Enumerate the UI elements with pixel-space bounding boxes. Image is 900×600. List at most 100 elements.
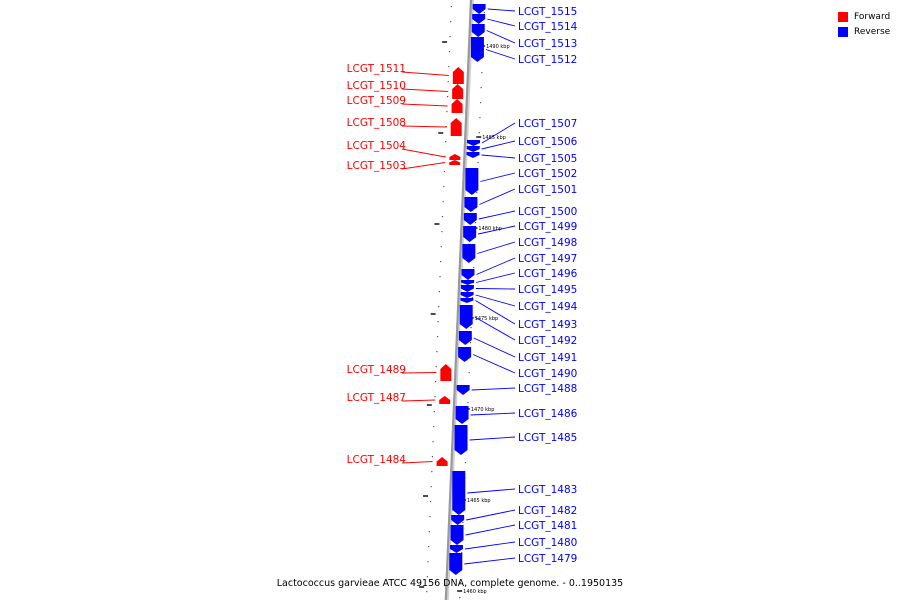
gene-leader-line	[476, 257, 516, 275]
minor-tick	[442, 201, 444, 203]
minor-tick	[462, 522, 464, 524]
gene-label: LCGT_1488	[518, 383, 577, 395]
gene-label: LCGT_1507	[518, 118, 577, 130]
gene-leader-line	[479, 188, 516, 205]
gene-leader-line	[469, 436, 516, 441]
minor-tick	[432, 441, 434, 443]
reverse-gene-arrow	[449, 553, 463, 575]
reverse-gene-arrow	[458, 331, 472, 345]
gene-label: LCGT_1493	[518, 319, 577, 331]
gene-label: LCGT_1511	[347, 63, 406, 75]
gene-leader-line	[478, 225, 516, 235]
gene-leader-line	[475, 294, 516, 307]
forward-gene-arrow	[450, 118, 462, 136]
reverse-gene-arrow	[462, 244, 476, 263]
gene-leader-line	[401, 148, 446, 158]
minor-tick	[436, 351, 438, 353]
minor-tick	[478, 132, 480, 134]
scale-label: 1470 kbp	[471, 407, 495, 413]
legend-label-reverse: Reverse	[854, 26, 891, 37]
gene-leader-line	[485, 49, 516, 60]
gene-label: LCGT_1485	[518, 432, 577, 444]
minor-tick	[479, 117, 481, 119]
legend-item-forward[interactable]: Forward	[838, 9, 900, 24]
minor-tick	[437, 321, 439, 323]
gene-leader-line	[481, 154, 516, 159]
legend-label-forward: Forward	[854, 11, 891, 22]
scale-label: 1490 kbp	[486, 44, 510, 50]
scale-label: 1475 kbp	[475, 316, 499, 322]
minor-tick	[473, 267, 475, 269]
forward-swatch	[838, 11, 848, 22]
minor-tick	[459, 597, 461, 599]
minor-tick	[436, 336, 439, 338]
minor-tick	[480, 87, 482, 89]
gene-label: LCGT_1499	[518, 221, 577, 233]
minor-tick	[438, 306, 440, 308]
gene-label: LCGT_1504	[347, 140, 407, 152]
gene-label: LCGT_1496	[518, 268, 578, 280]
minor-tick	[427, 561, 429, 563]
gene-leader-line	[475, 288, 516, 290]
gene-leader-line	[401, 162, 446, 170]
minor-tick	[467, 402, 469, 404]
reverse-gene-arrow	[450, 525, 464, 545]
minor-tick	[440, 261, 442, 263]
minor-tick	[459, 582, 462, 584]
minor-tick	[450, 6, 452, 8]
gene-label: LCGT_1509	[347, 95, 406, 107]
backbone-line	[444, 0, 473, 600]
reverse-gene-arrow	[459, 305, 473, 329]
forward-gene-arrow	[452, 84, 464, 99]
genome-caption: Lactococcus garvieae ATCC 49156 DNA, com…	[276, 578, 624, 589]
reverse-gene-arrow	[463, 213, 477, 225]
minor-tick	[434, 396, 436, 398]
forward-gene-arrow	[436, 457, 448, 466]
forward-gene-arrow	[449, 154, 461, 160]
gene-label: LCGT_1510	[347, 80, 406, 92]
minor-tick	[446, 111, 448, 113]
gene-label: LCGT_1494	[518, 301, 578, 313]
minor-tick	[433, 411, 435, 413]
legend-item-reverse[interactable]: Reverse	[838, 24, 900, 39]
reverse-gene-arrow	[460, 298, 474, 303]
minor-tick	[450, 21, 452, 23]
gene-leader-line	[473, 337, 516, 358]
gene-leader-line	[401, 88, 449, 92]
gene-leader-line	[465, 524, 516, 536]
reverse-gene-arrow	[464, 197, 478, 212]
minor-tick	[433, 426, 435, 428]
minor-tick	[469, 342, 472, 344]
reverse-gene-arrow	[465, 168, 479, 195]
gene-leader-line	[401, 461, 433, 464]
gene-label: LCGT_1514	[518, 21, 578, 33]
minor-tick	[464, 462, 467, 464]
forward-gene-arrow	[439, 396, 451, 404]
minor-tick	[429, 501, 432, 503]
forward-gene-arrow	[452, 67, 464, 84]
reverse-gene-arrow	[461, 269, 475, 280]
reverse-gene-arrow	[460, 292, 474, 298]
minor-tick	[426, 576, 429, 578]
minor-tick	[428, 546, 430, 548]
gene-leader-line	[481, 140, 516, 150]
gene-leader-line	[464, 557, 516, 565]
minor-tick	[476, 192, 478, 194]
gene-label: LCGT_1484	[347, 454, 407, 466]
forward-gene-arrow	[451, 99, 463, 113]
minor-tick	[481, 72, 483, 74]
minor-tick	[428, 531, 430, 533]
minor-tick	[445, 141, 447, 143]
scale-label: 1485 kbp	[482, 135, 506, 141]
reverse-gene-arrow	[472, 4, 486, 14]
gene-label: LCGT_1515	[518, 6, 577, 18]
legend: Forward Reverse	[838, 9, 900, 39]
gene-label: LCGT_1498	[518, 237, 577, 249]
reverse-gene-arrow	[454, 425, 468, 455]
minor-tick	[441, 216, 444, 218]
reverse-gene-arrow	[451, 515, 465, 525]
forward-gene-arrow	[440, 364, 452, 381]
gene-leader-line	[472, 354, 516, 374]
gene-leader-line	[475, 300, 516, 325]
